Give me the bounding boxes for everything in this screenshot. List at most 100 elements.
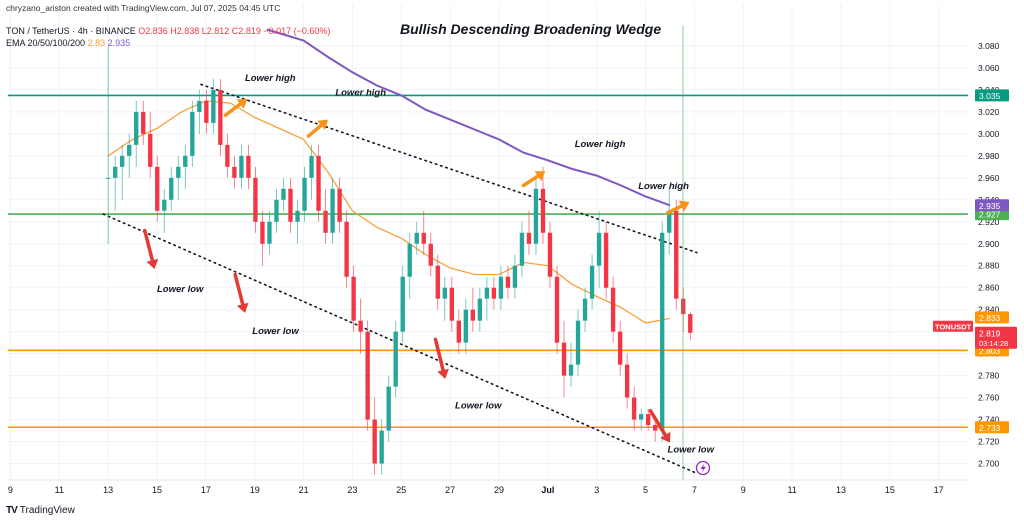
annotation-label: Lower low	[157, 284, 204, 295]
candle-body	[148, 133, 153, 167]
time-tick: 23	[347, 485, 357, 495]
time-tick: 17	[201, 485, 211, 495]
price-tick: 2.920	[978, 217, 1000, 227]
level-badge-bg	[975, 89, 1009, 102]
price-tick: 2.840	[978, 305, 1000, 315]
symbol-legend[interactable]: TON / TetherUS · 4h · BINANCE O2.836 H2.…	[6, 26, 330, 36]
candle-body	[667, 210, 672, 233]
candle-body	[274, 199, 279, 222]
candle-body	[575, 320, 581, 365]
time-tick: 5	[643, 485, 648, 495]
arrow-down-shaft	[233, 272, 245, 307]
candle-body	[351, 276, 356, 321]
countdown: 03:14:28	[979, 339, 1008, 348]
candle-body	[400, 276, 405, 332]
candle-body	[435, 265, 440, 299]
candle-body	[688, 314, 693, 333]
symbol-tag: TONUSDT	[935, 322, 972, 331]
annotation-label: Lower high	[638, 181, 689, 192]
price-tick: 2.700	[978, 459, 1000, 469]
annotation-label: Lower high	[245, 73, 296, 84]
price-tick: 2.880	[978, 261, 1000, 271]
candle-body	[211, 89, 216, 123]
candle-body	[519, 232, 525, 266]
time-tick: Jul	[541, 485, 554, 495]
candle-body	[267, 221, 272, 244]
ema-legend[interactable]: EMA 20/50/100/200 2.83 2.935	[6, 38, 130, 48]
level-badge-bg	[975, 421, 1009, 434]
candle-body	[526, 232, 532, 244]
candle-body	[127, 144, 132, 156]
arrow-up-icon	[678, 200, 690, 212]
candle-body	[218, 89, 223, 145]
candle-body	[540, 188, 546, 233]
price-tick: 2.980	[978, 151, 1000, 161]
current-price-bg	[975, 326, 1017, 349]
candle-body	[568, 364, 574, 376]
annotation-label: Lower low	[668, 445, 715, 456]
tradingview-brand[interactable]: TV TradingView	[6, 505, 75, 516]
candle-body	[596, 232, 602, 266]
candle-body	[316, 155, 321, 211]
candle-body	[197, 100, 202, 112]
candle-body	[393, 331, 398, 387]
candle-body	[631, 397, 637, 420]
candle-body	[386, 386, 391, 431]
annotation-label: Lower high	[335, 87, 386, 98]
candle-body	[624, 364, 630, 398]
candle-body	[646, 414, 651, 426]
price-tick: 3.020	[978, 107, 1000, 117]
arrow-up-shaft	[223, 102, 242, 117]
ema-value-1: 2.83	[87, 38, 106, 48]
candle-body	[470, 309, 476, 321]
time-tick: 29	[494, 485, 504, 495]
annotation-label: Lower high	[575, 139, 626, 150]
candle-body	[491, 287, 497, 299]
candle-body	[660, 232, 665, 431]
lightning-icon[interactable]	[695, 460, 711, 476]
time-tick: 11	[787, 485, 796, 495]
price-tick: 2.780	[978, 371, 1000, 381]
candle-body	[638, 414, 644, 420]
candle-body	[120, 155, 125, 167]
candles	[105, 45, 693, 475]
level-badge: 2.927	[979, 210, 1001, 220]
candle-body	[582, 298, 588, 321]
time-tick: 25	[396, 485, 406, 495]
time-axis[interactable]: 9 11 13 15 17 19 21 23 25 27 29 Jul 3 5 7 9 11 13 15 17	[8, 479, 968, 495]
time-tick: 11	[55, 485, 64, 495]
candle-body	[456, 320, 461, 343]
trendlines	[102, 83, 698, 474]
arrow-up-shaft	[306, 123, 323, 138]
candle-body	[183, 155, 188, 167]
price-badge: 2.935	[979, 201, 1001, 211]
chart-title: Bullish Descending Broadening Wedge	[400, 21, 662, 37]
candle-body	[344, 221, 349, 277]
candle-body	[239, 155, 244, 178]
candle-body	[442, 287, 447, 299]
candle-body	[169, 177, 174, 200]
candle-body	[309, 155, 314, 178]
candle-body	[302, 177, 307, 211]
candle-body	[610, 287, 616, 332]
candle-body	[407, 243, 412, 277]
ema-lines	[107, 28, 671, 324]
time-tick: 9	[741, 485, 746, 495]
time-tick: 13	[836, 485, 846, 495]
price-badges: 3.035 2.927 2.803 2.733 2.935 2.833 2.81903:14…	[933, 89, 1017, 434]
level-badge: 2.803	[979, 346, 1001, 356]
level-badge: 2.733	[979, 423, 1001, 433]
candle-body	[603, 232, 609, 288]
candle-body	[653, 425, 658, 431]
ema-value-2: 2.935	[107, 38, 131, 48]
time-tick: 7	[692, 485, 697, 495]
arrow-up-icon	[317, 119, 328, 130]
candle-body	[176, 166, 181, 178]
arrow-down-icon	[660, 431, 671, 443]
annotation-label: Lower low	[252, 326, 299, 337]
candle-body	[498, 276, 504, 299]
level-badge: 3.035	[979, 91, 1001, 101]
price-tick: 2.860	[978, 283, 1000, 293]
candle-body	[365, 331, 370, 420]
